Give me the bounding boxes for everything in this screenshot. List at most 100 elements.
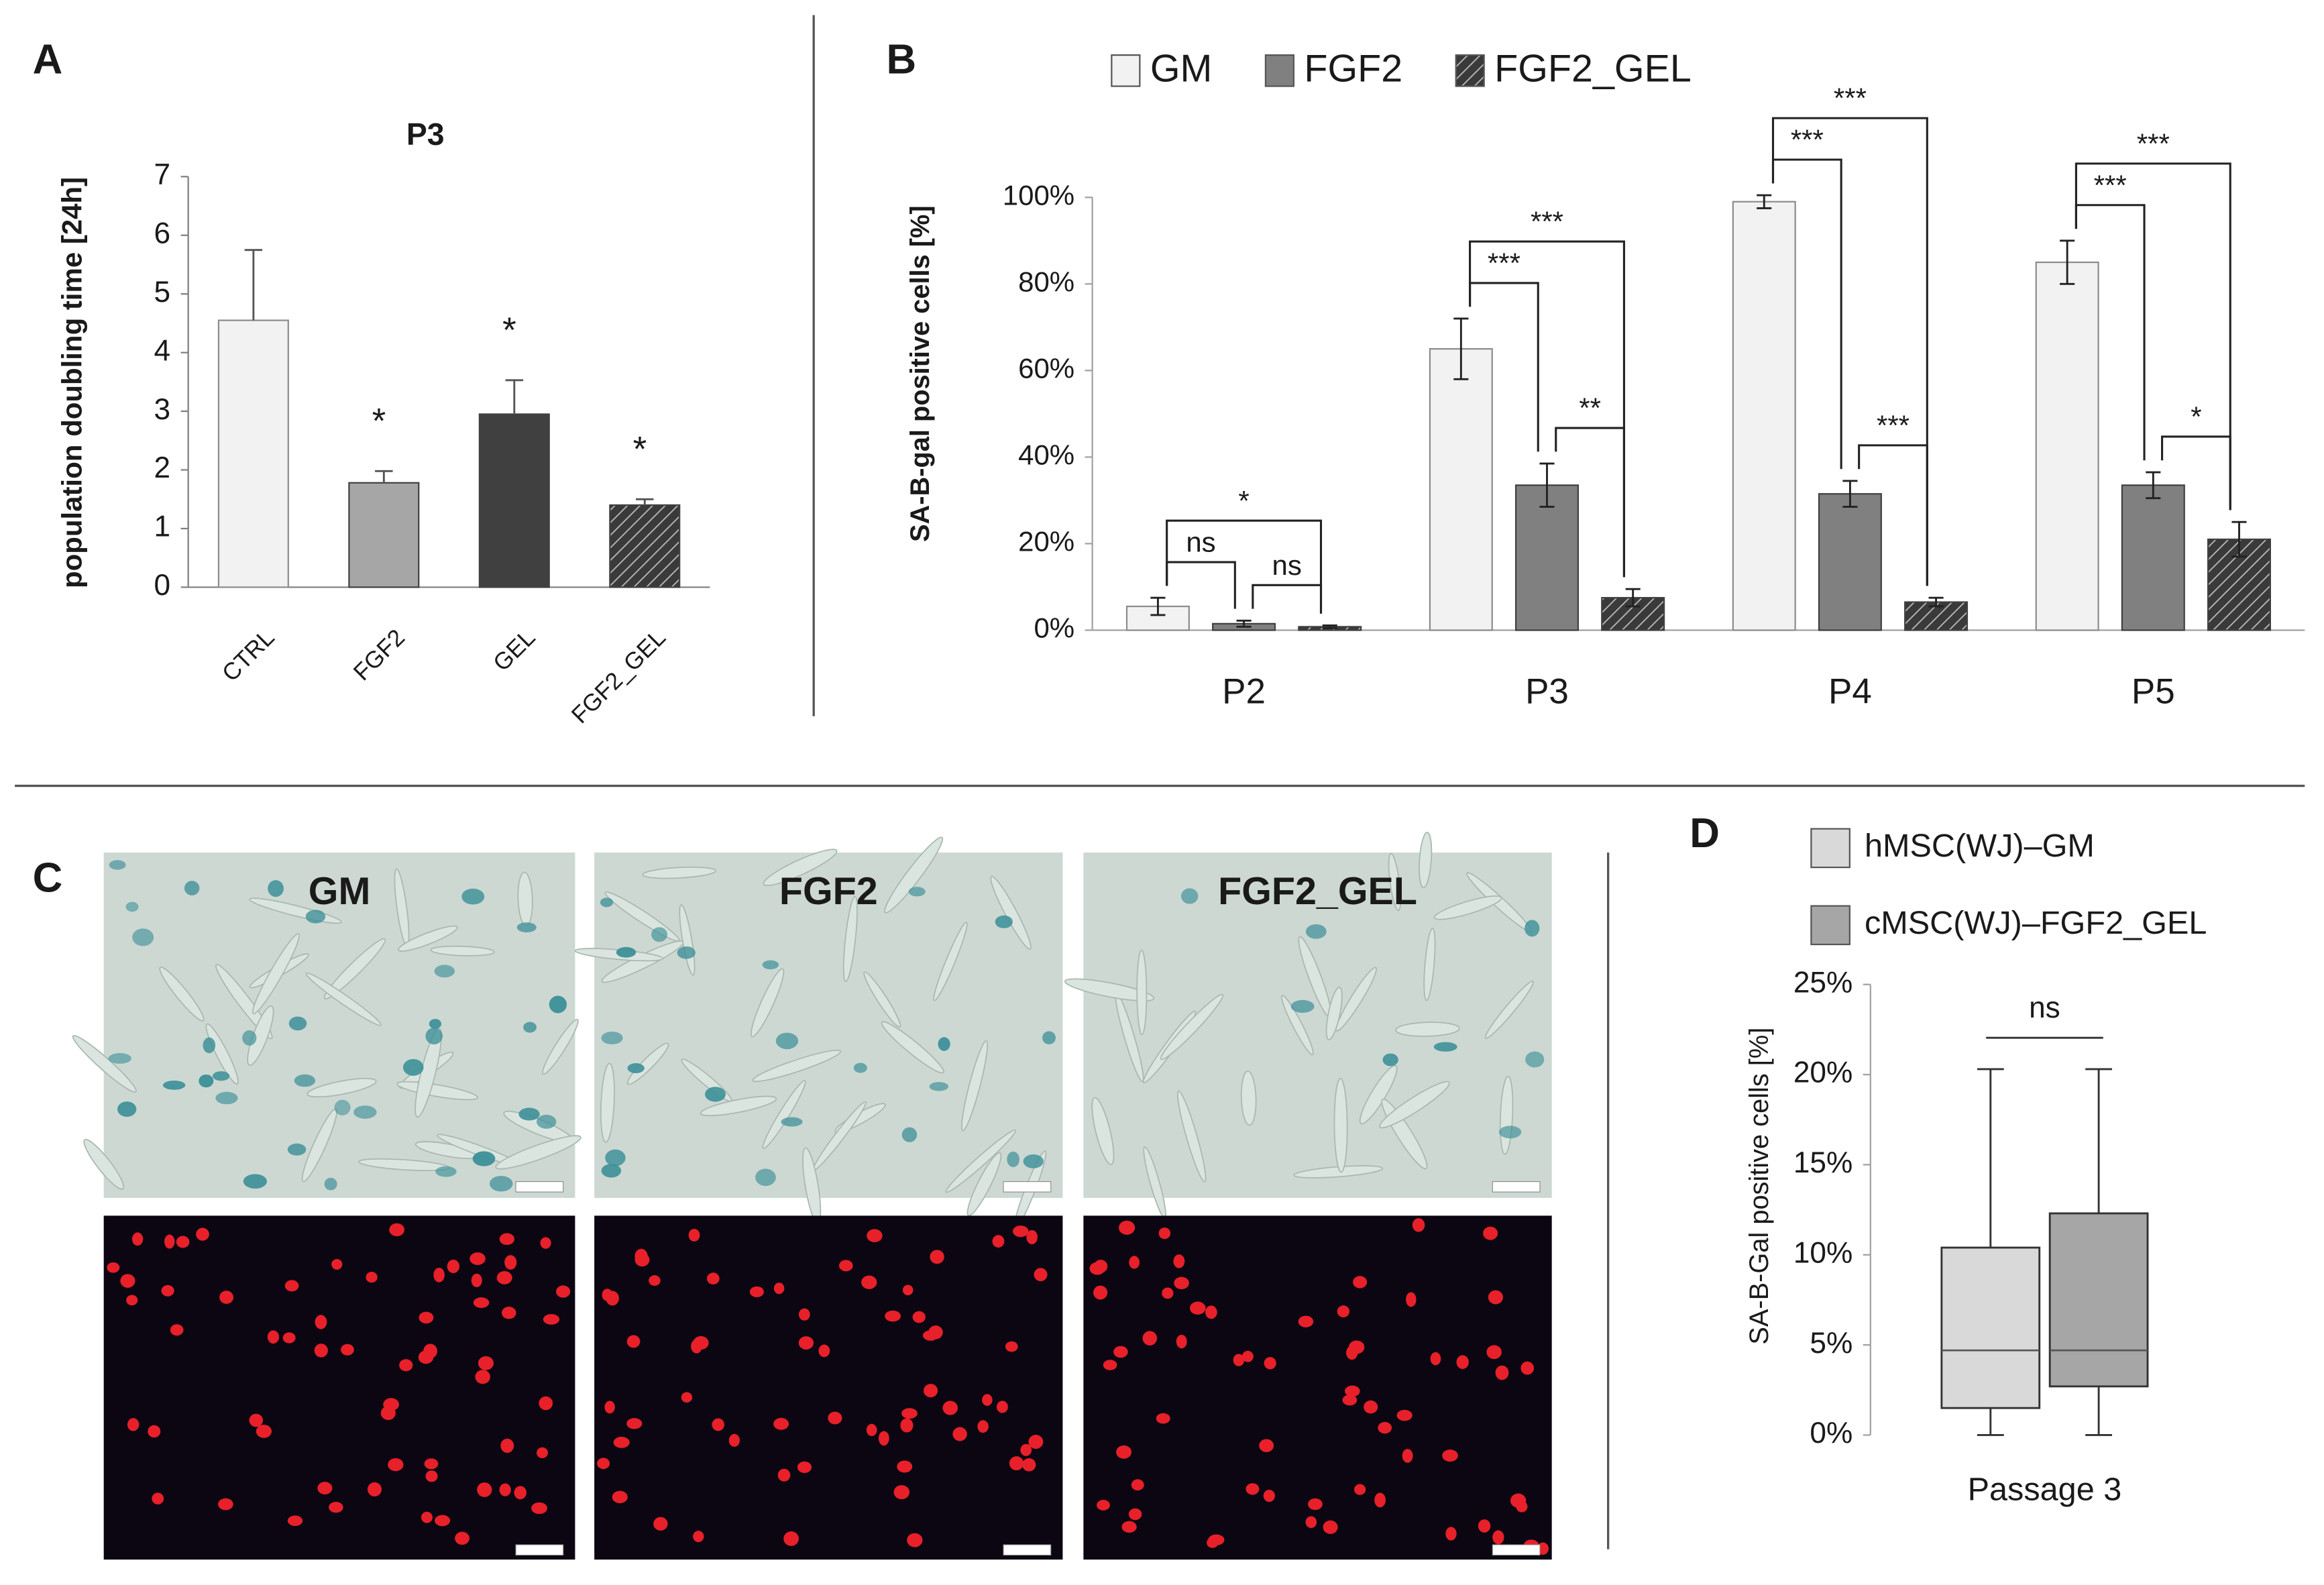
nucleus	[1012, 1225, 1029, 1238]
legend-label: FGF2_GEL	[1494, 48, 1692, 91]
bracket-line	[1166, 519, 1323, 614]
nucleus	[477, 1482, 492, 1497]
cell	[933, 922, 968, 1001]
legend-swatch	[1264, 54, 1294, 87]
nucleus	[728, 1433, 740, 1447]
nucleus	[540, 1237, 551, 1249]
stained-cell	[601, 1031, 623, 1044]
significance-bracket: ns	[1166, 527, 1236, 609]
micrograph-fluorescence	[103, 1215, 575, 1560]
bracket-label: *	[1238, 485, 1249, 516]
nucleus	[1412, 1218, 1425, 1232]
y-tick-label: 0%	[1034, 612, 1074, 644]
micrograph-brightfield: GM	[72, 852, 582, 1198]
y-tick-label: 20%	[1018, 526, 1074, 557]
nucleus	[1142, 1331, 1158, 1346]
cell	[966, 1152, 1002, 1217]
nucleus	[249, 1413, 264, 1427]
y-tick-label: 2	[154, 451, 171, 484]
chart-title: P3	[406, 117, 445, 152]
bracket-label: ***	[1791, 124, 1824, 156]
stained-cell	[1525, 1051, 1545, 1068]
nucleus	[1097, 1500, 1110, 1511]
stained-cell	[995, 915, 1013, 928]
nucleus	[797, 1461, 812, 1474]
y-tick-label: 25%	[1793, 966, 1852, 999]
nucleus	[531, 1502, 548, 1515]
bracket-line	[2074, 162, 2231, 510]
stained-cell	[108, 1053, 131, 1064]
nucleus	[433, 1267, 445, 1282]
box-body	[1940, 1246, 2041, 1409]
stained-cell	[117, 1101, 137, 1117]
cell	[1136, 949, 1148, 1036]
cell	[762, 1080, 806, 1150]
stained-cell	[435, 1166, 457, 1177]
stained-cell	[1305, 924, 1327, 939]
stained-cell	[627, 1063, 645, 1074]
nucleus	[897, 1460, 913, 1473]
stained-cell	[908, 887, 926, 897]
bracket-label: ns	[1272, 549, 1302, 581]
cell	[307, 1077, 377, 1098]
nucleus	[455, 1531, 469, 1545]
cell	[960, 1040, 989, 1132]
image-frame	[103, 1215, 575, 1560]
nucleus	[1156, 1413, 1170, 1424]
stained-cell	[705, 1087, 726, 1102]
legend-label: FGF2	[1304, 48, 1402, 91]
micrograph-brightfield: FGF2_GEL	[1064, 832, 1552, 1219]
cell	[1433, 895, 1502, 920]
cell	[1160, 993, 1224, 1060]
nucleus	[839, 1260, 853, 1272]
nucleus	[1510, 1493, 1527, 1508]
nucleus	[930, 1250, 944, 1264]
stained-cell	[353, 1105, 377, 1119]
cell	[884, 836, 944, 914]
stained-cell	[489, 1176, 513, 1192]
nucleus	[473, 1297, 490, 1308]
nucleus	[1131, 1479, 1144, 1491]
nucleus	[380, 1406, 396, 1421]
nucleus	[1378, 1421, 1392, 1434]
bar	[478, 413, 550, 588]
cell	[397, 925, 458, 952]
image-label: GM	[309, 870, 371, 913]
legend-swatch	[1111, 54, 1141, 87]
stained-cell	[762, 960, 779, 970]
nucleus	[1337, 1305, 1350, 1318]
x-tick-label: P2	[1222, 672, 1266, 712]
nucleus	[1009, 1456, 1024, 1471]
nucleus	[435, 1515, 451, 1527]
nucleus	[612, 1490, 628, 1504]
cell	[430, 945, 495, 957]
stained-cell	[1525, 920, 1540, 937]
stained-cell	[215, 1091, 238, 1105]
cell	[945, 1129, 1017, 1193]
nucleus	[164, 1234, 175, 1249]
nucleus	[424, 1458, 439, 1470]
bracket-label: ***	[2094, 169, 2127, 201]
y-tick-label: 3	[154, 393, 171, 426]
nucleus	[1430, 1352, 1441, 1366]
nucleus	[597, 1458, 610, 1470]
stained-cell	[288, 1016, 307, 1031]
nucleus	[556, 1285, 571, 1298]
nucleus	[423, 1344, 437, 1359]
nucleus	[1205, 1305, 1217, 1319]
stained-cell	[434, 965, 455, 978]
stained-cell	[929, 1082, 949, 1091]
nucleus	[1174, 1276, 1189, 1290]
nucleus	[604, 1401, 615, 1414]
nucleus	[504, 1255, 517, 1270]
cell	[700, 1095, 777, 1117]
nucleus	[539, 1396, 553, 1411]
cell	[1333, 1077, 1348, 1173]
nucleus	[924, 1384, 938, 1398]
y-tick-label: 7	[154, 158, 171, 191]
stained-cell	[1498, 1126, 1522, 1139]
stained-cell	[472, 1151, 496, 1166]
significance-bracket: ***	[1469, 206, 1625, 578]
nucleus	[1483, 1226, 1498, 1240]
bar	[217, 319, 289, 588]
